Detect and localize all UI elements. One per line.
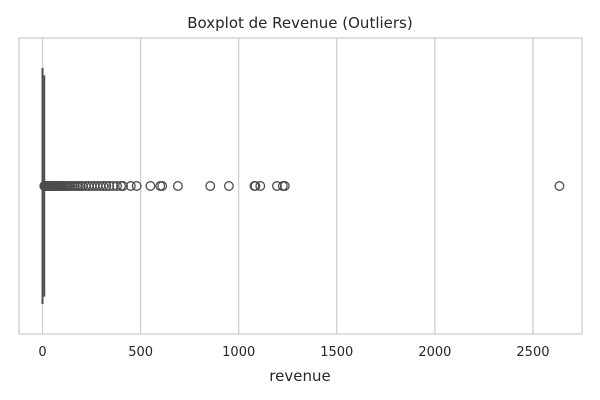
outlier-point-46 xyxy=(112,181,123,191)
outlier-point-45 xyxy=(108,181,119,191)
outlier-point-43 xyxy=(101,181,112,191)
outlier-point-56 xyxy=(223,181,234,191)
x-tick-label-500: 500 xyxy=(128,345,153,360)
x-tick-label-2000: 2000 xyxy=(418,345,451,360)
outlier-point-53 xyxy=(157,181,168,191)
x-tick-label-2500: 2500 xyxy=(516,345,549,360)
chart-title: Boxplot de Revenue (Outliers) xyxy=(187,14,412,32)
plot-area xyxy=(18,37,583,335)
outlier-point-62 xyxy=(279,181,290,191)
outlier-point-59 xyxy=(255,181,266,191)
outlier-point-63 xyxy=(554,181,565,191)
outlier-point-49 xyxy=(125,181,136,191)
x-tick-labels: 0 500 1000 1500 2000 2500 xyxy=(38,345,549,360)
outlier-point-44 xyxy=(104,181,115,191)
outlier-point-54 xyxy=(172,181,183,191)
x-tick-label-0: 0 xyxy=(38,345,46,360)
x-tick-label-1000: 1000 xyxy=(222,345,255,360)
outlier-points xyxy=(39,181,565,191)
outlier-point-51 xyxy=(145,181,156,191)
outlier-point-60 xyxy=(272,181,282,191)
outlier-point-55 xyxy=(205,181,216,191)
outlier-point-42 xyxy=(98,181,109,191)
x-tick-label-1500: 1500 xyxy=(320,345,353,360)
x-axis-title: revenue xyxy=(269,367,330,385)
outlier-point-58 xyxy=(250,181,261,191)
outlier-point-50 xyxy=(131,181,142,191)
outlier-point-48 xyxy=(118,181,128,191)
